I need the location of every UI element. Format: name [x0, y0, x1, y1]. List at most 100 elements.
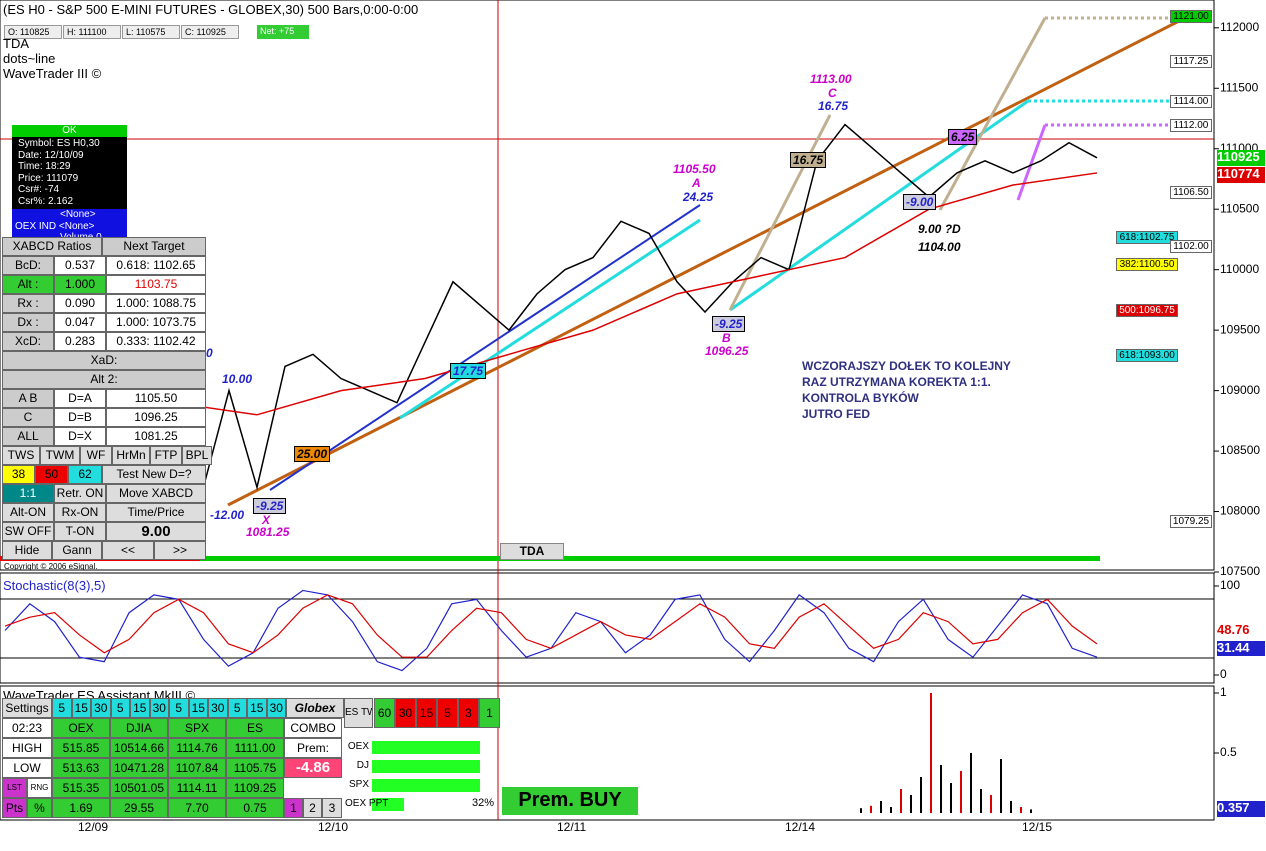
y-tick-label: 107500 [1220, 564, 1260, 578]
signal-bar [1020, 807, 1022, 813]
assistant-cell: 30 [208, 698, 228, 718]
market-bar [372, 798, 404, 811]
comment: KONTROLA BYKÓW [802, 391, 919, 405]
ratio-cell: 1103.75 [106, 275, 206, 294]
annotation: 10.00 [222, 372, 253, 386]
annotation: -9.25 [712, 316, 746, 332]
assistant-cell: 30 [149, 698, 169, 718]
assistant-cell: 1114.76 [168, 738, 226, 758]
panel-button[interactable]: Time/Price [106, 503, 206, 522]
signal-button[interactable]: Prem. BUY [502, 787, 638, 815]
ratio-cell: Next Target [102, 237, 206, 256]
ratio-cell: 0.618: 1102.65 [106, 256, 206, 275]
assistant-cell: LST [2, 778, 27, 798]
trend-line [728, 114, 832, 311]
ratio-cell: 1081.25 [106, 427, 206, 446]
panel-button[interactable]: 1:1 [2, 484, 54, 503]
ratio-cell: 1096.25 [106, 408, 206, 427]
ratio-cell: D=A [54, 389, 106, 408]
net-change: Net: +75 [257, 25, 309, 39]
panel-button[interactable]: SW OFF [2, 522, 54, 541]
panel-button[interactable]: 9.00 [106, 522, 206, 541]
price-label: 1121.00 [1170, 10, 1212, 23]
signal-bar [1030, 809, 1032, 813]
ratio-cell: Alt : [2, 275, 54, 294]
market-bar [372, 779, 480, 792]
pct-label: 32% [472, 797, 495, 809]
panel-button[interactable]: HrMn [112, 446, 150, 465]
annotation: 9.00 ?D [918, 222, 961, 236]
assistant-cell: LOW [2, 758, 52, 778]
panel-button[interactable]: Alt-ON [2, 503, 54, 522]
panel-button[interactable]: Retr. ON [54, 484, 106, 503]
assistant-cell: 10514.66 [110, 738, 168, 758]
stoch-readout: 48.76 [1217, 623, 1265, 638]
y-tick-label: 108000 [1220, 504, 1260, 518]
annotation: A [692, 176, 701, 190]
annotation: 6.25 [948, 129, 978, 145]
panel-button[interactable]: WF [80, 446, 112, 465]
cursor-row: Csr%: 2.162 [18, 195, 74, 207]
ratio-cell: 1105.50 [106, 389, 206, 408]
panel-button[interactable]: Rx-ON [54, 503, 106, 522]
panel-button[interactable]: TWM [40, 446, 80, 465]
price-label: 1117.25 [1170, 55, 1212, 68]
tab-button[interactable]: TDA [500, 543, 564, 560]
assistant-cell: 15 [188, 698, 208, 718]
panel-button[interactable]: BPL [182, 446, 212, 465]
panel-button[interactable]: 62 [68, 465, 102, 484]
ohlc-value: H: 111100 [63, 25, 121, 39]
tws-cell: 30 [395, 698, 416, 728]
assistant-cell: 1105.75 [226, 758, 284, 778]
assistant-cell: -4.86 [284, 758, 342, 778]
comment: WCZORAJSZY DOŁEK TO KOLEJNY [802, 359, 1011, 373]
assistant-cell: 1.69 [52, 798, 110, 818]
panel-button[interactable]: Hide [2, 541, 52, 560]
panel-button[interactable]: << [102, 541, 154, 560]
assistant-cell: 5 [110, 698, 130, 718]
panel-button[interactable]: 38 [2, 465, 35, 484]
panel-button[interactable]: FTP [150, 446, 182, 465]
assistant-cell: 1 [284, 798, 303, 818]
tws-cell: 3 [458, 698, 479, 728]
signal-bar [910, 795, 912, 813]
assistant-cell: 5 [169, 698, 189, 718]
panel-button[interactable]: Move XABCD [106, 484, 206, 503]
market-label: OEX [347, 741, 369, 752]
panel-button[interactable]: T-ON [54, 522, 106, 541]
price-label: 1114.00 [1170, 95, 1212, 108]
ratio-cell: C [2, 408, 54, 427]
signal-bar [980, 789, 982, 813]
annotation: 17.75 [450, 363, 487, 379]
panel-button[interactable]: TWS [2, 446, 40, 465]
ratio-cell: 1.000: 1073.75 [106, 313, 206, 332]
stochastic-panel [0, 572, 1215, 684]
assistant-cell: Prem: [284, 738, 342, 758]
ratio-cell: 1.000: 1088.75 [106, 294, 206, 313]
ratio-cell: 0.333: 1102.42 [106, 332, 206, 351]
assistant-cell: 7.70 [168, 798, 226, 818]
panel-button[interactable]: Test New D=? [102, 465, 206, 484]
tws-cell: ES TWS [344, 698, 373, 728]
price-label: 1102.00 [1170, 240, 1212, 253]
study-name: WaveTrader III © [3, 66, 102, 81]
y-tick-label: 108500 [1220, 443, 1260, 457]
x-tick-label: 12/09 [78, 820, 109, 834]
assistant-cell: 0.75 [226, 798, 284, 818]
panel-button[interactable]: Gann [52, 541, 102, 560]
annotation: X [262, 513, 271, 527]
tws-cell: 60 [374, 698, 395, 728]
ratio-cell: D=X [54, 427, 106, 446]
panel-button[interactable]: >> [154, 541, 206, 560]
assistant-cell: Globex [286, 698, 344, 718]
ratio-cell: XABCD Ratios [2, 237, 102, 256]
ratio-cell: Alt 2: [2, 370, 206, 389]
panel-button[interactable]: 50 [35, 465, 68, 484]
y-tick-label: 109000 [1220, 383, 1260, 397]
price-label: 1079.25 [1170, 515, 1212, 528]
assistant-cell: COMBO [284, 718, 342, 738]
signal-bar [990, 795, 992, 813]
cursor-row: Date: 12/10/09 [18, 149, 84, 161]
annotation: 24.25 [683, 190, 714, 204]
signal-bar [900, 789, 902, 813]
